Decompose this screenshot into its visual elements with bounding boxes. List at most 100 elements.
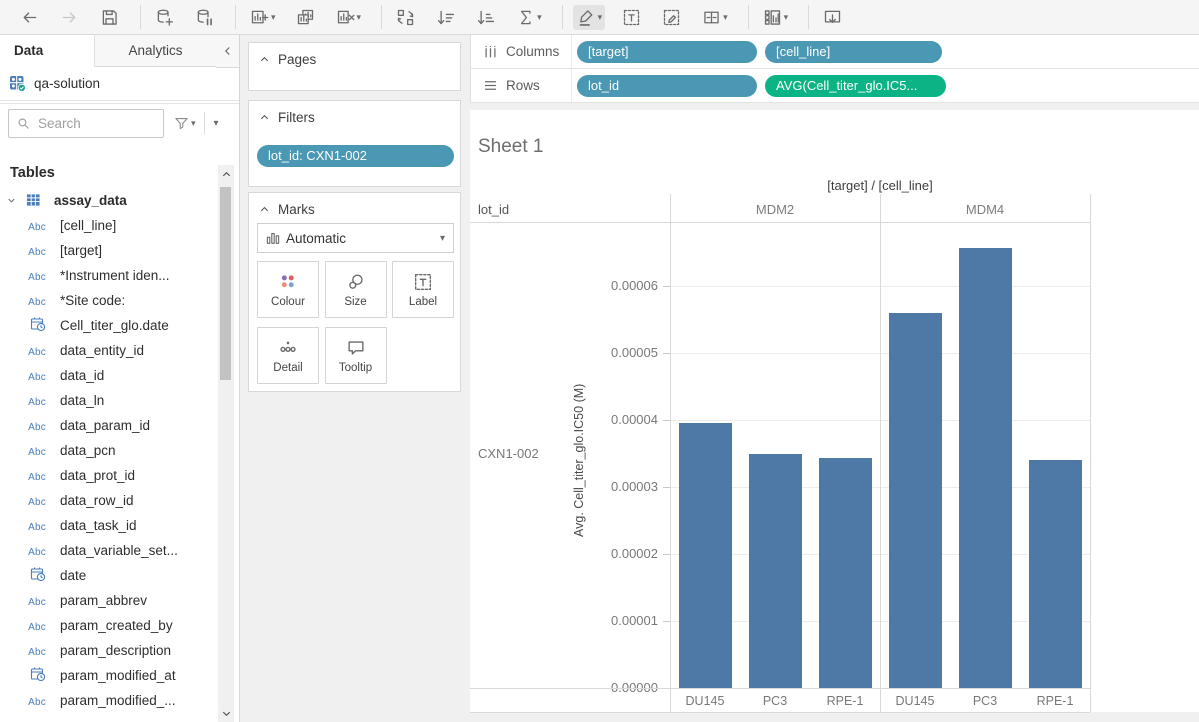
field-row[interactable]: Abcparam_modified_... xyxy=(0,688,218,713)
field-row[interactable]: Abc[target] xyxy=(0,238,218,263)
filter-pill[interactable]: lot_id: CXN1-002 xyxy=(257,145,454,167)
field-row[interactable]: Abc[cell_line] xyxy=(0,213,218,238)
field-row[interactable]: Cell_titer_glo.date xyxy=(0,313,218,338)
save-button[interactable] xyxy=(96,5,123,30)
annotate-button[interactable] xyxy=(658,5,685,30)
toolbar-divider xyxy=(808,5,809,29)
search-box[interactable] xyxy=(8,109,164,138)
columns-pill[interactable]: [target] xyxy=(577,41,757,63)
field-name: data_task_id xyxy=(60,518,137,533)
caret-down-icon: ▾ xyxy=(723,12,728,23)
y-axis-label: 0.00001 xyxy=(570,613,658,628)
collapse-chevron-icon[interactable] xyxy=(259,204,270,215)
columns-pill[interactable]: [cell_line] xyxy=(765,41,942,63)
row-field-header: lot_id xyxy=(478,202,509,217)
sort-ascending-icon xyxy=(435,7,456,28)
bar-MDM4-PC3[interactable] xyxy=(959,248,1012,688)
caret-down-icon: ▾ xyxy=(784,12,789,23)
text-label-icon xyxy=(621,7,642,28)
field-row[interactable]: Abcdata_pcn xyxy=(0,438,218,463)
scroll-up-icon[interactable] xyxy=(218,165,234,183)
show-me-icon xyxy=(762,7,783,28)
string-field-icon: Abc xyxy=(0,243,46,258)
datasource-row[interactable]: qa-solution xyxy=(0,67,239,101)
back-arrow-button[interactable] xyxy=(16,5,43,30)
download-button[interactable] xyxy=(819,5,846,30)
field-row[interactable]: Abcdata_task_id xyxy=(0,513,218,538)
field-row[interactable]: Abcdata_entity_id xyxy=(0,338,218,363)
pages-card[interactable]: Pages xyxy=(248,42,461,91)
rows-shelf[interactable]: Rows lot_idAVG(Cell_titer_glo.IC5... xyxy=(471,69,1199,103)
sort-descending-button[interactable] xyxy=(472,5,499,30)
size-button[interactable]: Size xyxy=(325,261,387,318)
field-row[interactable]: Abcdata_id xyxy=(0,363,218,388)
clear-sheet-button[interactable]: ▾ xyxy=(332,5,365,30)
pane-divider xyxy=(670,194,671,712)
y-axis-tick xyxy=(663,420,670,421)
field-name: data_variable_set... xyxy=(60,543,178,558)
bar-MDM2-PC3[interactable] xyxy=(749,454,802,688)
field-row[interactable]: Abc*Site code: xyxy=(0,288,218,313)
bar-MDM2-DU145[interactable] xyxy=(679,423,732,688)
sort-ascending-button[interactable] xyxy=(432,5,459,30)
field-name: Cell_titer_glo.date xyxy=(60,318,169,333)
field-row[interactable]: Abcparam_description xyxy=(0,638,218,663)
mark-type-dropdown[interactable]: Automatic ▾ xyxy=(257,223,454,253)
bar-MDM2-RPE-1[interactable] xyxy=(819,458,872,688)
field-row[interactable]: Abcdata_param_id xyxy=(0,413,218,438)
scrollbar[interactable] xyxy=(218,165,234,722)
field-name: *Instrument iden... xyxy=(60,268,170,283)
duplicate-sheet-button[interactable] xyxy=(292,5,319,30)
search-input[interactable] xyxy=(36,115,152,132)
pause-auto-updates-icon xyxy=(194,7,215,28)
totals-button[interactable]: ▾ xyxy=(512,5,545,30)
field-row[interactable]: Abcdata_ln xyxy=(0,388,218,413)
field-row[interactable]: Abcdata_variable_set... xyxy=(0,538,218,563)
divider xyxy=(204,112,205,134)
axis-baseline xyxy=(470,688,1090,689)
filter-funnel-icon[interactable] xyxy=(173,115,190,132)
detail-button[interactable]: Detail xyxy=(257,327,319,384)
scrollbar-thumb[interactable] xyxy=(220,187,231,380)
collapse-pane-icon[interactable] xyxy=(216,35,239,68)
highlight-button[interactable]: ▾ xyxy=(573,5,606,30)
collapse-chevron-icon[interactable] xyxy=(259,54,270,65)
field-row[interactable]: Abcparam_created_by xyxy=(0,613,218,638)
tab-analytics[interactable]: Analytics xyxy=(95,35,216,67)
field-row[interactable]: Abcdata_row_id xyxy=(0,488,218,513)
rows-pill[interactable]: lot_id xyxy=(577,75,757,97)
forward-arrow-button xyxy=(56,5,83,30)
tab-data[interactable]: Data xyxy=(0,35,95,67)
scroll-down-icon[interactable] xyxy=(218,704,234,722)
collapse-chevron-icon[interactable] xyxy=(259,112,270,123)
field-menu-caret-icon[interactable]: ▾ xyxy=(214,118,219,129)
columns-shelf[interactable]: Columns [target][cell_line] xyxy=(471,35,1199,69)
new-data-source-button[interactable] xyxy=(151,5,178,30)
field-row[interactable]: Abcparam_abbrev xyxy=(0,588,218,613)
field-row[interactable]: Abcdata_prot_id xyxy=(0,463,218,488)
mark-button-label: Label xyxy=(409,296,437,308)
marks-card[interactable]: Marks Automatic ▾ ColourSizeLabelDetailT… xyxy=(248,192,461,392)
label-button[interactable]: Label xyxy=(392,261,454,318)
text-label-button[interactable] xyxy=(618,5,645,30)
bar-MDM4-DU145[interactable] xyxy=(889,313,942,688)
table-row-assay-data[interactable]: assay_data xyxy=(0,187,218,213)
bar-MDM4-RPE-1[interactable] xyxy=(1029,460,1082,688)
swap-rows-columns-button[interactable] xyxy=(392,5,419,30)
show-me-button[interactable]: ▾ xyxy=(759,5,792,30)
expand-chevron-icon[interactable] xyxy=(6,195,17,206)
tooltip-button[interactable]: Tooltip xyxy=(325,327,387,384)
caret-down-icon: ▾ xyxy=(598,12,603,23)
fit-axes-button[interactable]: ▾ xyxy=(698,5,731,30)
rows-pill[interactable]: AVG(Cell_titer_glo.IC5... xyxy=(765,75,946,97)
toolbar: ▾ ▾ ▾ ▾ ▾ ▾ xyxy=(0,0,1199,35)
colour-button[interactable]: Colour xyxy=(257,261,319,318)
field-row[interactable]: date xyxy=(0,563,218,588)
field-row[interactable]: Abc*Instrument iden... xyxy=(0,263,218,288)
y-axis-label: 0.00006 xyxy=(570,278,658,293)
toolbar-divider xyxy=(235,5,236,29)
field-row[interactable]: param_modified_at xyxy=(0,663,218,688)
filters-card[interactable]: Filters lot_id: CXN1-002 xyxy=(248,100,461,187)
pause-auto-updates-button[interactable] xyxy=(191,5,218,30)
new-worksheet-button[interactable]: ▾ xyxy=(246,5,279,30)
